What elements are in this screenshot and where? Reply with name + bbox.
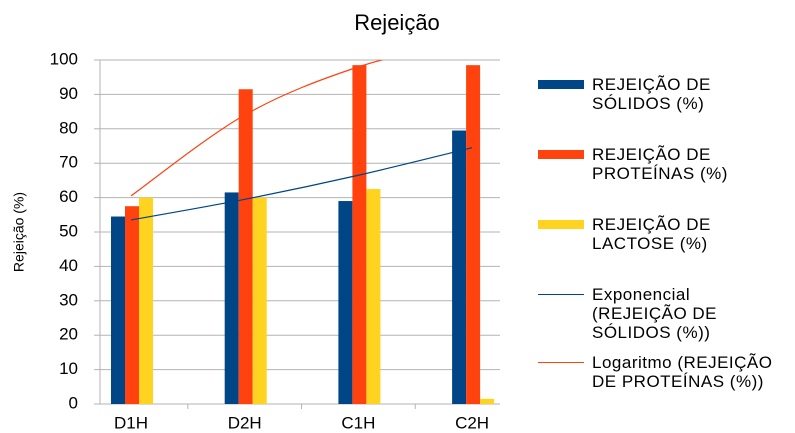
y-tick-label: 10 [59,359,78,378]
y-tick-label: 70 [59,153,78,172]
y-tick-label: 90 [59,84,78,103]
bar [338,201,353,404]
legend-entry: REJEIÇÃO DE PROTEÍNAS (%) [538,145,777,183]
legend-label: REJEIÇÃO DE SÓLIDOS (%) [592,75,711,113]
legend-label: REJEIÇÃO DE LACTOSE (%) [592,215,711,253]
legend-swatch [538,294,584,295]
legend-entry: REJEIÇÃO DE SÓLIDOS (%) [538,75,777,113]
legend-label: REJEIÇÃO DE PROTEÍNAS (%) [592,145,728,183]
legend-swatch [538,80,584,89]
bar [466,65,481,404]
bar [111,216,125,404]
y-tick-label: 80 [59,118,78,137]
bar [252,197,267,404]
legend-swatch [538,220,584,229]
x-tick-label: D1H [114,413,148,432]
trendline [130,60,384,197]
y-tick-label: 0 [69,393,78,412]
y-tick-label: 20 [59,325,78,344]
chart-title: Rejeição [354,10,440,35]
y-tick-label: 60 [59,187,78,206]
trendlines [130,60,473,221]
bar [139,197,153,404]
x-tick-label: C2H [455,413,489,432]
bar [125,206,139,404]
y-tick-label: 100 [50,49,78,68]
trendline [130,147,473,221]
y-tick-label: 50 [59,221,78,240]
bar [352,65,367,404]
legend-entry: Exponencial (REJEIÇÃO DE SÓLIDOS (%)) [538,285,777,342]
bar [224,192,239,404]
legend-label: Logaritmo (REJEIÇÃO DE PROTEÍNAS (%)) [592,353,773,391]
bar [238,89,253,405]
y-axis-label: Rejeição (%) [11,192,27,272]
bar [366,189,381,404]
bar [480,398,495,404]
legend-swatch [538,362,584,363]
x-tick-label: C1H [341,413,375,432]
legend-swatch [538,150,584,159]
legend-entry: REJEIÇÃO DE LACTOSE (%) [538,215,777,253]
y-tick-label: 30 [59,290,78,309]
legend-label: Exponencial (REJEIÇÃO DE SÓLIDOS (%)) [592,285,718,342]
bar [452,130,467,404]
legend-entry: Logaritmo (REJEIÇÃO DE PROTEÍNAS (%)) [538,353,777,391]
x-tick-label: D2H [228,413,262,432]
y-tick-label: 40 [59,256,78,275]
